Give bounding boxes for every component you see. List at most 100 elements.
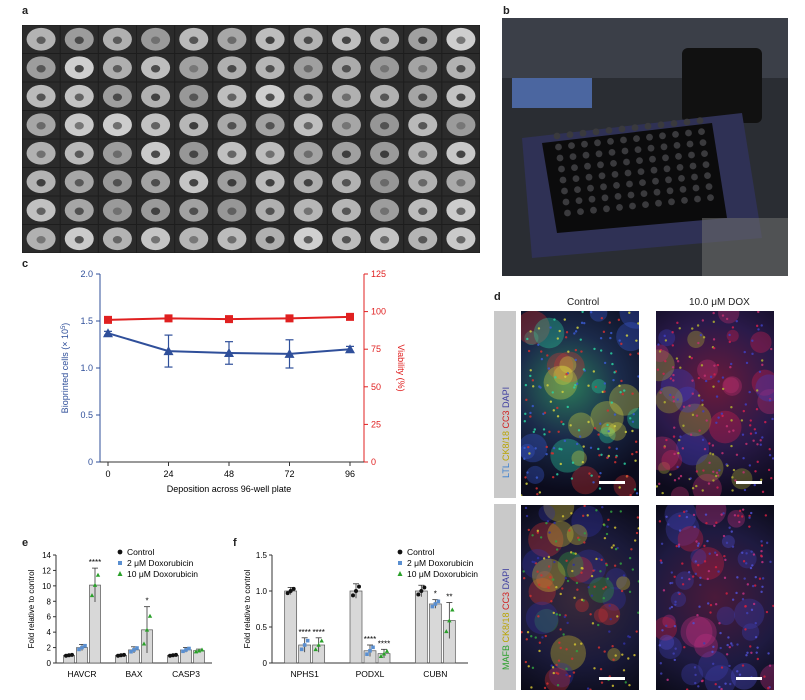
- nucleus-dot: [729, 366, 732, 369]
- nucleus-dot: [566, 579, 570, 583]
- tissue-structure: [605, 568, 628, 590]
- nucleus-dot: [712, 645, 715, 649]
- nucleus-dot: [598, 454, 601, 457]
- well-center: [74, 122, 84, 130]
- nucleus-dot: [767, 468, 771, 472]
- nucleus-dot: [620, 379, 623, 383]
- nucleus-dot: [667, 523, 670, 526]
- nucleus-dot: [526, 337, 529, 341]
- well-center: [151, 65, 161, 73]
- nucleus-dot: [527, 349, 531, 353]
- nucleus-dot: [691, 392, 694, 395]
- nucleus-dot: [691, 575, 695, 578]
- data-point: [64, 653, 68, 658]
- nucleus-dot: [741, 551, 744, 554]
- well-center: [189, 65, 199, 73]
- x-tick-label: 96: [345, 469, 355, 479]
- nucleus-dot: [575, 581, 579, 585]
- tissue-structure: [571, 466, 600, 495]
- well-center: [418, 150, 428, 158]
- printhead-housing: [682, 48, 762, 123]
- nucleus-dot: [697, 341, 700, 345]
- nucleus-dot: [634, 459, 637, 462]
- nucleus-dot: [564, 576, 567, 580]
- nucleus-dot: [524, 412, 527, 416]
- nucleus-dot: [756, 443, 759, 446]
- nucleus-dot: [559, 646, 562, 650]
- nucleus-dot: [713, 373, 716, 376]
- legend-label: Control: [127, 547, 155, 557]
- nucleus-dot: [763, 675, 766, 678]
- nucleus-dot: [764, 420, 767, 424]
- plate-well: [627, 191, 635, 199]
- nucleus-dot: [765, 610, 769, 614]
- nucleus-dot: [723, 576, 727, 580]
- nucleus-dot: [524, 660, 528, 664]
- nucleus-dot: [600, 558, 603, 562]
- nucleus-dot: [520, 630, 523, 634]
- nucleus-dot: [610, 401, 613, 404]
- data-point: [132, 648, 136, 652]
- nucleus-dot: [731, 644, 734, 647]
- nucleus-dot: [697, 685, 700, 688]
- nucleus-dot: [542, 557, 546, 560]
- nucleus-dot: [613, 413, 617, 416]
- nucleus-dot: [673, 452, 676, 456]
- col-title-dox: 10.0 μM DOX: [689, 297, 750, 308]
- tissue-structure: [553, 365, 573, 386]
- data-point: [116, 653, 120, 658]
- nucleus-dot: [529, 369, 532, 372]
- cells-point: [103, 328, 113, 338]
- tissue-structure: [662, 614, 676, 629]
- tissue-structure: [591, 378, 606, 394]
- bar: [349, 590, 363, 664]
- nucleus-dot: [631, 420, 635, 423]
- category-label: CUBN: [423, 669, 447, 679]
- y-tick-label: 0.5: [256, 623, 268, 632]
- nucleus-dot: [749, 419, 752, 422]
- well-center: [265, 36, 275, 44]
- nucleus-dot: [730, 642, 733, 645]
- nucleus-dot: [759, 439, 762, 442]
- nucleus-dot: [658, 350, 662, 353]
- cells-point: [224, 347, 234, 357]
- well-center: [380, 93, 390, 101]
- plate-well: [668, 198, 675, 206]
- plate-well: [556, 154, 564, 162]
- data-point: [384, 648, 390, 653]
- well-center: [36, 236, 46, 244]
- well-center: [418, 207, 428, 215]
- nucleus-dot: [558, 329, 561, 333]
- nucleus-dot: [630, 548, 633, 551]
- nucleus-dot: [717, 416, 720, 419]
- well-center: [112, 122, 122, 130]
- nucleus-dot: [678, 514, 681, 518]
- tissue-structure: [593, 608, 608, 623]
- significance-stars: *: [434, 590, 437, 599]
- plate-well: [653, 188, 661, 196]
- nucleus-dot: [699, 576, 702, 579]
- nucleus-dot: [741, 508, 745, 511]
- nucleus-dot: [566, 621, 569, 625]
- x-tick-label: 48: [224, 469, 234, 479]
- y-tick-label: 6: [47, 613, 52, 622]
- nucleus-dot: [593, 667, 596, 670]
- nucleus-dot: [699, 583, 702, 587]
- nucleus-dot: [523, 457, 526, 460]
- nucleus-dot: [614, 654, 617, 657]
- nucleus-dot: [620, 589, 624, 593]
- y-axis-label: Fold relative to control: [27, 569, 36, 648]
- plate-well: [681, 197, 688, 204]
- plate-well: [649, 155, 656, 163]
- nucleus-dot: [748, 390, 751, 394]
- y-tick-label: 12: [42, 566, 51, 575]
- plate-well: [705, 183, 713, 191]
- tissue-structure: [599, 426, 616, 444]
- nucleus-dot: [708, 552, 711, 555]
- data-point: [354, 589, 358, 593]
- plate-well: [662, 154, 669, 162]
- nucleus-dot: [703, 642, 706, 645]
- plate-well: [688, 151, 695, 159]
- nucleus-dot: [750, 550, 753, 553]
- nucleus-dot: [589, 613, 592, 616]
